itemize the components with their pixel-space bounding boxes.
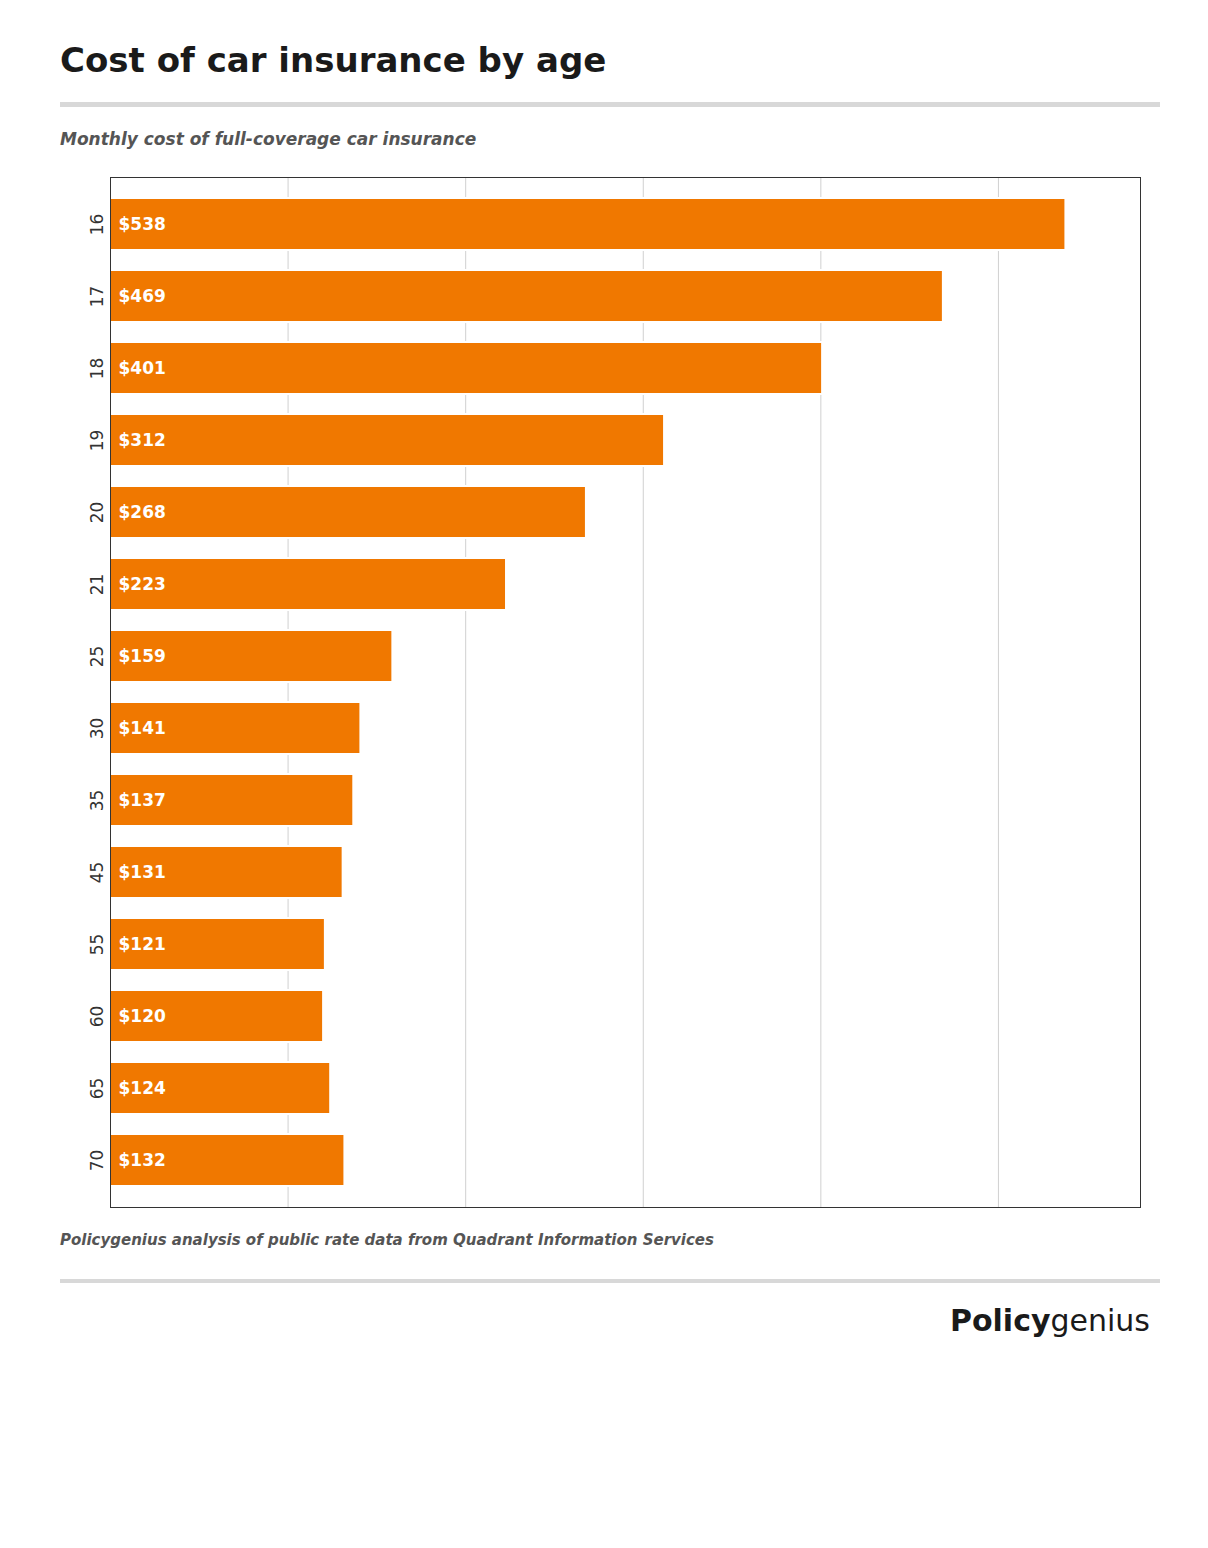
svg-text:$469: $469 [119, 286, 166, 306]
svg-text:19: 19 [87, 430, 107, 452]
svg-text:45: 45 [87, 862, 107, 884]
svg-text:25: 25 [87, 646, 107, 668]
svg-text:$137: $137 [119, 790, 166, 810]
svg-text:$131: $131 [119, 862, 166, 882]
svg-text:16: 16 [87, 214, 107, 236]
svg-text:18: 18 [87, 358, 107, 380]
html-text:Monthly cost of full-coverage: Monthly cost of full-coverage car insura… [60, 129, 477, 149]
html-text:Policy genius: Policy genius [950, 1303, 1150, 1338]
svg-text:70: 70 [87, 1150, 107, 1172]
svg-text:65: 65 [87, 1078, 107, 1100]
svg-text:$120: $120 [119, 1006, 166, 1026]
html-text:Cost of car insurance by age: Cost of car insurance by age [60, 40, 607, 80]
svg-text:$538: $538 [119, 214, 166, 234]
svg-text:$268: $268 [119, 502, 166, 522]
svg-text:60: 60 [87, 1006, 107, 1028]
svg-text:$124: $124 [119, 1078, 166, 1098]
svg-text:20: 20 [87, 502, 107, 524]
svg-text:21: 21 [87, 574, 107, 596]
svg-text:$121: $121 [119, 934, 166, 954]
svg-text:$223: $223 [119, 574, 166, 594]
svg-text:17: 17 [87, 286, 107, 308]
html-text:Policygenius analysis of publi: Policygenius analysis of public rate dat… [60, 1231, 714, 1249]
svg-text:$312: $312 [119, 430, 166, 450]
svg-text:$401: $401 [119, 358, 166, 378]
svg-text:$132: $132 [119, 1150, 166, 1170]
svg-text:55: 55 [87, 934, 107, 956]
svg-text:35: 35 [87, 790, 107, 812]
svg-text:30: 30 [87, 718, 107, 740]
svg-text:$141: $141 [119, 718, 166, 738]
svg-text:$159: $159 [119, 646, 166, 666]
